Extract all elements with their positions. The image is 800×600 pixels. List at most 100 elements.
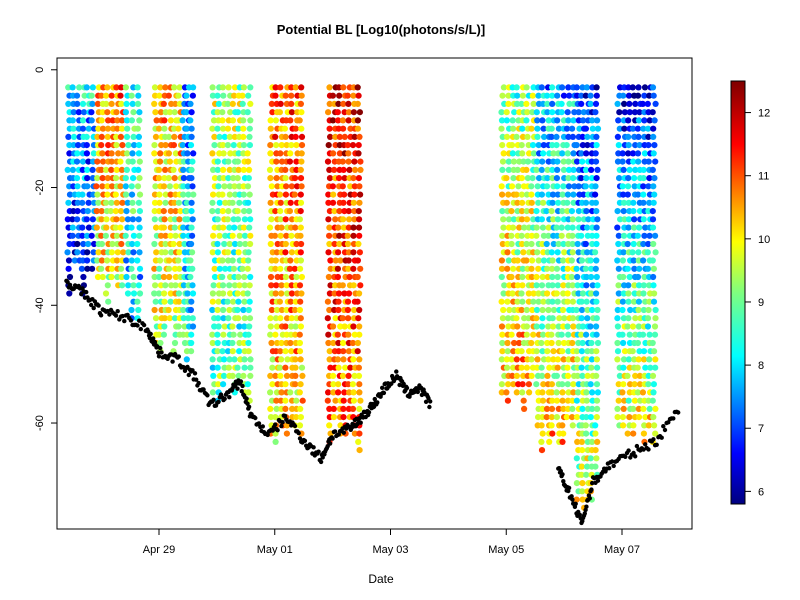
profile-point	[183, 199, 190, 206]
profile-point	[335, 339, 342, 347]
bottom-depth-point	[372, 396, 377, 402]
profile-point	[594, 117, 601, 124]
profile-point	[277, 315, 284, 322]
profile-point	[569, 315, 577, 322]
profile-point	[354, 100, 361, 107]
profile-point	[74, 183, 81, 190]
profile-point	[579, 142, 587, 149]
profile-point	[185, 315, 192, 322]
profile-point	[341, 133, 348, 140]
profile-point	[529, 257, 536, 264]
profile-point	[533, 232, 540, 239]
profile-point	[620, 364, 627, 371]
profile-point	[231, 240, 239, 248]
profile-point	[593, 381, 601, 388]
profile-point	[292, 356, 299, 363]
profile-point	[617, 216, 624, 223]
profile-point	[226, 356, 233, 363]
profile-point	[267, 175, 274, 182]
profile-point	[614, 257, 621, 264]
bottom-depth-point	[375, 400, 380, 405]
profile-point	[540, 257, 548, 264]
profile-point	[98, 216, 105, 223]
profile-point	[231, 183, 238, 190]
profile-point	[529, 109, 536, 116]
profile-point	[625, 92, 633, 99]
profile-point	[555, 240, 562, 248]
profile-point	[616, 175, 623, 182]
profile-group-11	[614, 84, 659, 445]
profile-point	[288, 323, 295, 330]
profile-point	[565, 166, 573, 173]
profile-point	[549, 282, 556, 289]
profile-point	[282, 364, 289, 371]
profile-point	[345, 372, 352, 379]
profile-point	[235, 166, 242, 173]
profile-point	[122, 191, 130, 198]
profile-point	[646, 199, 653, 206]
profile-point	[268, 216, 275, 223]
y-tick-label: -40	[34, 297, 46, 313]
profile-point	[632, 331, 639, 338]
profile-point	[327, 265, 334, 272]
profile-point	[109, 240, 116, 248]
profile-point	[592, 430, 599, 437]
profile-point	[273, 405, 280, 412]
profile-point	[574, 356, 581, 363]
profile-group-1	[93, 84, 127, 305]
profile-point	[350, 199, 357, 206]
profile-point	[162, 282, 169, 289]
profile-point	[620, 117, 628, 124]
profile-point	[227, 150, 234, 157]
profile-point	[94, 257, 101, 264]
profile-point	[241, 273, 248, 281]
profile-point	[576, 125, 583, 132]
profile-point	[297, 224, 304, 231]
profile-point	[216, 356, 223, 363]
profile-point	[356, 389, 363, 396]
profile-point	[335, 348, 342, 355]
profile-point	[188, 208, 195, 215]
profile-point	[523, 306, 530, 314]
profile-point	[335, 175, 343, 182]
profile-point	[167, 298, 174, 305]
profile-point	[220, 331, 227, 338]
profile-point	[636, 109, 643, 116]
profile-point	[650, 240, 657, 248]
colorbar-tick-label: 9	[758, 297, 764, 309]
profile-point	[594, 389, 602, 396]
profile-point	[594, 282, 601, 289]
profile-point	[229, 117, 237, 124]
profile-point	[561, 249, 568, 256]
profile-point	[95, 249, 102, 256]
profile-point	[570, 191, 577, 198]
profile-point	[221, 240, 228, 248]
profile-point	[171, 315, 179, 322]
profile-point	[219, 142, 226, 149]
profile-point	[99, 175, 106, 182]
profile-point	[566, 92, 573, 99]
profile-point	[499, 191, 506, 198]
x-tick-label: May 05	[488, 544, 524, 556]
profile-point	[274, 183, 281, 190]
profile-point	[179, 142, 186, 149]
profile-point	[631, 109, 639, 116]
profile-point	[621, 100, 628, 107]
profile-point	[549, 191, 557, 198]
profile-point	[277, 397, 284, 404]
profile-point	[284, 315, 291, 322]
profile-point	[326, 232, 333, 239]
profile-point	[514, 100, 521, 107]
profile-point	[641, 150, 649, 157]
profile-point	[641, 232, 648, 239]
profile-point	[298, 290, 305, 297]
bottom-depth-point	[318, 459, 324, 465]
profile-point	[619, 298, 627, 305]
profile-point	[297, 208, 304, 215]
profile-point	[635, 117, 643, 124]
profile-point	[175, 290, 182, 297]
profile-point	[65, 257, 73, 264]
profile-point	[75, 142, 82, 149]
profile-point	[167, 290, 174, 297]
profile-point	[583, 282, 590, 289]
